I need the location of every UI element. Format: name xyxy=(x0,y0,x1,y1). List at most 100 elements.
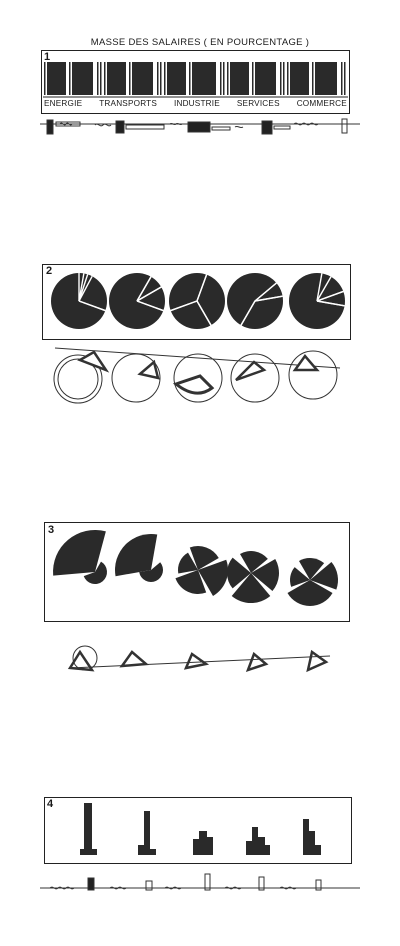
stripe-line xyxy=(223,62,225,95)
shape-5-c xyxy=(287,580,333,606)
label-industrie: INDUSTRIE xyxy=(173,99,220,108)
panel-4-bars xyxy=(80,803,321,855)
pie-3-divider xyxy=(196,300,212,326)
shape-1-small xyxy=(83,561,107,584)
bar-group-2-bar xyxy=(150,849,156,855)
panel-1 xyxy=(41,50,350,114)
pie-5-divider xyxy=(316,273,323,302)
panel-3-shapes xyxy=(53,530,338,606)
panel-4-number: 4 xyxy=(47,798,54,810)
panel-2-sketch-row xyxy=(53,347,341,404)
shape-4-c xyxy=(231,573,271,603)
panel-1-category-labels: ENERGIE TRANSPORTS INDUSTRIE SERVICES CO… xyxy=(44,99,347,112)
panel-2-pies xyxy=(51,273,345,329)
stripe-block xyxy=(255,62,276,95)
stripe-block xyxy=(132,62,153,95)
shape-5-b xyxy=(310,562,338,590)
label-services: SERVICES xyxy=(236,99,280,108)
bar-group-5-bar xyxy=(303,819,309,855)
bar-group-4-bar xyxy=(265,845,270,855)
stripe-block xyxy=(192,62,216,95)
bar-group-5-bar xyxy=(309,831,315,855)
stripe-line xyxy=(100,62,102,95)
shape-5-a xyxy=(299,558,325,580)
bar-group-1-bar xyxy=(80,849,84,855)
stripe-line xyxy=(280,62,282,95)
pie-4-divider xyxy=(240,300,256,326)
bar-group-3-bar xyxy=(193,839,199,855)
stripe-block xyxy=(72,62,93,95)
stripe-line xyxy=(283,62,285,95)
stripe-line xyxy=(189,62,191,95)
panel-3 xyxy=(44,522,350,622)
panel-1-number: 1 xyxy=(44,51,51,63)
bar-group-5-bar xyxy=(315,845,321,855)
stripe-line xyxy=(220,62,222,95)
pie-5-divider xyxy=(316,300,345,307)
shape-3-b xyxy=(198,559,228,596)
pie-5-divider xyxy=(316,276,332,302)
panel-4 xyxy=(44,797,352,864)
stripe-block xyxy=(167,62,186,95)
label-energie: ENERGIE xyxy=(44,99,83,108)
stripe-block xyxy=(290,62,309,95)
pie-3-divider xyxy=(196,274,208,302)
label-transports: TRANSPORTS xyxy=(99,99,158,108)
shape-3-a xyxy=(189,546,219,570)
stripe-block xyxy=(107,62,126,95)
label-commerce: COMMERCE xyxy=(296,99,347,108)
stripe-line xyxy=(160,62,162,95)
stripe-line xyxy=(341,62,343,95)
stripe-line xyxy=(227,62,229,95)
stripe-line xyxy=(69,62,71,95)
stripe-line xyxy=(252,62,254,95)
shape-4-d xyxy=(227,557,251,589)
panel-2-number: 2 xyxy=(46,265,53,277)
panel-3-number: 3 xyxy=(48,524,55,536)
stripe-line xyxy=(287,62,289,95)
bar-group-3-bar xyxy=(207,837,213,855)
bar-group-4-bar xyxy=(246,841,252,855)
bar-group-2-bar xyxy=(138,845,144,855)
stripe-line xyxy=(164,62,166,95)
pie-1-divider xyxy=(78,300,106,312)
pie-5-divider xyxy=(316,290,344,302)
shape-2-small xyxy=(139,562,163,582)
shape-4-a xyxy=(240,551,268,573)
pie-4-divider xyxy=(254,282,277,302)
bar-group-1-bar xyxy=(92,849,97,855)
panel-3-sketch-row xyxy=(67,645,331,673)
shape-1-large xyxy=(53,530,106,576)
stripe-block xyxy=(315,62,337,95)
bar-group-3-bar xyxy=(199,831,207,855)
bar-group-2-bar xyxy=(144,811,150,855)
stripe-block xyxy=(47,62,66,95)
stripe-block xyxy=(230,62,249,95)
shape-3-c xyxy=(175,570,207,594)
stripe-line xyxy=(44,62,46,95)
stripe-line xyxy=(157,62,159,95)
panel-1-sketch-row xyxy=(40,118,360,135)
panel-4-sketch-row xyxy=(40,873,360,891)
stripe-line xyxy=(104,62,106,95)
pie-1-divider xyxy=(78,273,85,302)
pie-2-divider xyxy=(136,300,164,312)
pie-2-divider xyxy=(136,286,162,302)
panel-1-stripes xyxy=(43,62,348,98)
pie-1-divider xyxy=(78,275,93,302)
shape-3-d xyxy=(178,552,198,574)
bar-group-4-bar xyxy=(258,837,265,855)
shape-5-d xyxy=(289,567,310,587)
stripe-line xyxy=(129,62,131,95)
pie-2-divider xyxy=(136,276,152,302)
panel-2 xyxy=(42,264,351,340)
pie-3-divider xyxy=(170,300,198,312)
stripe-line xyxy=(312,62,314,95)
stripe-line xyxy=(344,62,346,95)
figure-title: MASSE DES SALAIRES ( EN POURCENTAGE ) xyxy=(90,37,310,48)
bar-group-1-bar xyxy=(84,803,92,855)
shape-2-large xyxy=(115,534,158,577)
shape-4-b xyxy=(251,559,279,591)
pie-4-divider xyxy=(254,295,283,302)
stripe-line xyxy=(97,62,99,95)
